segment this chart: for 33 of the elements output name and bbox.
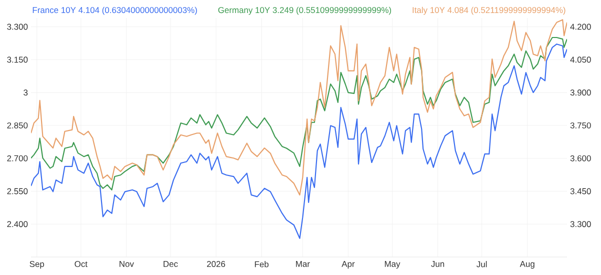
y2-tick-label: 3.900 bbox=[570, 90, 591, 96]
y2-tick-label: 4.200 bbox=[570, 24, 591, 30]
y2-tick-label: 3.750 bbox=[570, 122, 591, 128]
line-series bbox=[31, 44, 568, 239]
text: 4.084 (0.5211999999999994%) bbox=[447, 6, 566, 15]
y-tick-label: 2.400 bbox=[7, 221, 28, 228]
x-tick-label: Sep bbox=[30, 261, 44, 269]
y-tick-label: 2.850 bbox=[7, 122, 28, 128]
x-tick-label: Mar bbox=[296, 261, 310, 267]
x-tick-label: Apr bbox=[342, 261, 355, 269]
text: 4.104 (0.6304000000000003%) bbox=[78, 6, 197, 15]
y-tick-label: 2.700 bbox=[7, 155, 28, 162]
x-tick-label: Jun bbox=[431, 261, 444, 267]
y-tick-label: 3.300 bbox=[7, 24, 28, 30]
x-tick-label: Aug bbox=[520, 261, 534, 269]
x-tick-label: Nov bbox=[120, 261, 134, 267]
x-tick-label: 2026 bbox=[207, 261, 226, 268]
y-tick-label: 2.550 bbox=[7, 188, 28, 194]
text: France 10Y bbox=[32, 7, 76, 14]
y2-tick-label: 3.600 bbox=[570, 155, 591, 162]
x-tick-label: May bbox=[384, 261, 400, 269]
y2-tick-label: 4.050 bbox=[570, 56, 591, 63]
text: 3.249 (0.5510999999999999%) bbox=[272, 6, 392, 15]
y-tick-label: 3 bbox=[24, 90, 28, 96]
text: Italy 10Y bbox=[412, 6, 445, 15]
x-tick-label: Feb bbox=[254, 261, 269, 268]
y2-tick-label: 3.450 bbox=[570, 188, 591, 194]
x-tick-label: Oct bbox=[74, 261, 88, 268]
text: Germany 10Y bbox=[218, 7, 270, 15]
x-tick-label: Jul bbox=[476, 261, 487, 268]
x-tick-label: Dec bbox=[164, 261, 178, 267]
y2-tick-label: 3.300 bbox=[570, 221, 591, 228]
y-tick-label: 3.150 bbox=[7, 56, 28, 63]
